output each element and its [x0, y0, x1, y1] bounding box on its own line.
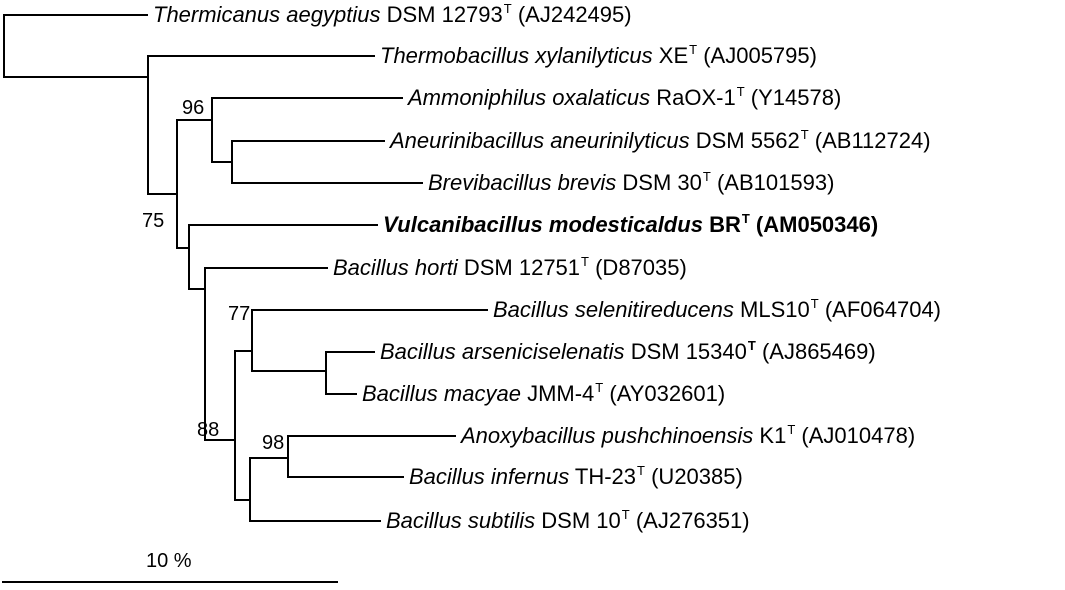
taxon-label: Bacillus selenitireducens MLS10T (AF0647… [493, 297, 941, 323]
strain: JMM-4 [527, 381, 595, 406]
species-name: Thermobacillus xylanilyticus [380, 43, 653, 68]
taxon-label: Aneurinibacillus aneurinilyticus DSM 556… [390, 128, 931, 154]
accession: (AJ276351) [635, 508, 750, 533]
type-strain-mark: T [747, 338, 756, 353]
strain: XE [658, 43, 689, 68]
taxon-label: Brevibacillus brevis DSM 30T (AB101593) [428, 170, 834, 196]
type-strain-mark: T [637, 463, 645, 478]
accession: (AJ010478) [801, 423, 916, 448]
strain: MLS10 [740, 297, 810, 322]
accession: (Y14578) [750, 85, 842, 110]
taxon-label: Thermobacillus xylanilyticus XET (AJ0057… [380, 43, 817, 69]
taxon-label: Bacillus macyae JMM-4T (AY032601) [362, 381, 725, 407]
species-name: Bacillus subtilis [386, 508, 536, 533]
strain: DSM 10 [541, 508, 621, 533]
type-strain-mark: T [800, 127, 809, 142]
type-strain-mark: T [787, 422, 796, 437]
accession: (AF064704) [824, 297, 942, 322]
bootstrap-value: 75 [142, 210, 165, 232]
accession: (U20385) [651, 464, 743, 489]
species-name: Bacillus horti [333, 255, 458, 280]
type-strain-mark: T [741, 211, 750, 226]
accession: (AM050346) [755, 212, 879, 237]
strain: BR [709, 212, 741, 237]
taxon-label: Bacillus horti DSM 12751T (D87035) [333, 255, 687, 281]
accession: (AB112724) [814, 128, 931, 153]
taxon-label: Bacillus subtilis DSM 10T (AJ276351) [386, 508, 750, 534]
taxon-label: Thermicanus aegyptius DSM 12793T (AJ2424… [153, 2, 632, 28]
species-name: Brevibacillus brevis [428, 170, 617, 195]
bootstrap-value: 88 [197, 419, 220, 441]
type-strain-mark: T [810, 296, 819, 311]
taxon-label: Ammoniphilus oxalaticus RaOX-1T (Y14578) [408, 85, 841, 111]
bootstrap-value: 77 [228, 303, 251, 325]
bootstrap-value: 96 [182, 97, 205, 119]
scale-bar-label: 10 % [146, 550, 192, 572]
accession: (AJ865469) [761, 339, 876, 364]
taxon-label: Bacillus infernus TH-23T (U20385) [409, 464, 743, 490]
type-strain-mark: T [621, 507, 630, 522]
species-name: Ammoniphilus oxalaticus [408, 85, 651, 110]
species-name: Vulcanibacillus modesticaldus [383, 212, 703, 237]
species-name: Bacillus macyae [362, 381, 521, 406]
species-name: Aneurinibacillus aneurinilyticus [390, 128, 690, 153]
species-name: Bacillus infernus [409, 464, 570, 489]
strain: RaOX-1 [656, 85, 736, 110]
taxon-label: Anoxybacillus pushchinoensis K1T (AJ0104… [461, 423, 915, 449]
strain: TH-23 [574, 464, 637, 489]
species-name: Bacillus arseniciselenatis [380, 339, 625, 364]
taxon-label-highlighted: Vulcanibacillus modesticaldus BRT (AM050… [383, 212, 878, 238]
accession: (AY032601) [609, 381, 726, 406]
type-strain-mark: T [595, 380, 604, 395]
strain: DSM 15340 [630, 339, 747, 364]
accession: (AJ005795) [703, 43, 817, 68]
type-strain-mark: T [702, 169, 711, 184]
accession: (AJ242495) [517, 2, 632, 27]
strain: DSM 5562 [695, 128, 800, 153]
type-strain-mark: T [581, 254, 589, 269]
bootstrap-value: 98 [262, 432, 285, 454]
strain: K1 [759, 423, 787, 448]
accession: (D87035) [595, 255, 687, 280]
species-name: Anoxybacillus pushchinoensis [461, 423, 754, 448]
strain: DSM 30 [622, 170, 702, 195]
taxon-label: Bacillus arseniciselenatis DSM 15340T (A… [380, 339, 876, 365]
species-name: Bacillus selenitireducens [493, 297, 734, 322]
accession: (AB101593) [716, 170, 835, 195]
strain: DSM 12751 [463, 255, 581, 280]
species-name: Thermicanus aegyptius [153, 2, 381, 27]
type-strain-mark: T [736, 84, 745, 99]
type-strain-mark: T [503, 1, 512, 16]
strain: DSM 12793 [386, 2, 503, 27]
type-strain-mark: T [689, 42, 698, 57]
